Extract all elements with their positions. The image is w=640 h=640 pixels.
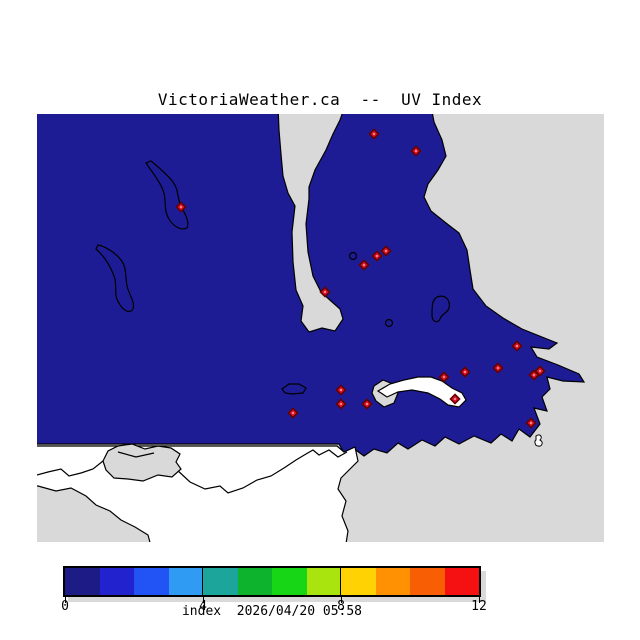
station-marker <box>525 417 537 429</box>
lake-outline-south <box>95 244 134 313</box>
colorbar-segment <box>99 568 134 595</box>
colorbar-segment <box>306 568 341 595</box>
station-marker <box>368 128 380 140</box>
colorbar-tick <box>479 595 480 603</box>
spit-channel-line <box>117 451 155 458</box>
station-marker <box>335 384 347 396</box>
colorbar-ticks: 0 4 8 12 <box>61 595 487 617</box>
colorbar-tick <box>341 595 342 603</box>
islet-outline-b <box>431 295 450 323</box>
colorbar-tick-label: 12 <box>471 599 487 614</box>
station-marker <box>335 398 347 410</box>
coastline-detail-east <box>175 449 348 494</box>
station-marker <box>319 286 331 298</box>
colorbar <box>63 566 481 597</box>
colorbar-segment <box>168 568 203 595</box>
station-marker <box>358 259 370 271</box>
station-marker <box>361 398 373 410</box>
colorbar-segment <box>375 568 410 595</box>
islet-outline-c <box>348 251 358 261</box>
colorbar-tick-label: 4 <box>199 599 207 614</box>
station-marker <box>534 365 546 377</box>
station-marker <box>449 393 461 405</box>
colorbar-tick <box>65 595 66 603</box>
page-title: VictoriaWeather.ca -- UV Index <box>157 90 483 109</box>
station-marker <box>410 145 422 157</box>
colorbar-segment <box>65 568 100 595</box>
colorbar-tick-label: 0 <box>61 599 69 614</box>
inlet-channel <box>277 114 344 333</box>
colorbar-segment <box>134 568 169 595</box>
colorbar-tick <box>202 595 204 603</box>
station-layer <box>175 128 546 429</box>
station-marker <box>492 362 504 374</box>
coastline-detail-west <box>37 460 104 477</box>
station-marker <box>287 407 299 419</box>
lake-outline-north <box>145 160 189 230</box>
station-marker <box>175 201 187 213</box>
station-marker <box>459 366 471 378</box>
colorbar-tick-label: 8 <box>337 599 345 614</box>
colorbar-caption: index 2026/04/20 05:58 <box>181 604 362 619</box>
colorbar-segment <box>202 568 238 595</box>
colorbar-segment <box>340 568 376 595</box>
station-marker <box>511 340 523 352</box>
islet-outline-d <box>384 318 394 328</box>
station-marker <box>371 250 383 262</box>
islet-outline-a <box>281 383 307 395</box>
station-marker <box>380 245 392 257</box>
station-marker <box>438 371 450 383</box>
gray-spit-island <box>102 443 182 482</box>
white-channel <box>376 376 467 408</box>
colorbar-segment <box>272 568 307 595</box>
tiny-island <box>534 434 543 447</box>
colorbar-segment <box>444 568 479 595</box>
colorbar-segment <box>410 568 445 595</box>
colorbar-segment <box>237 568 272 595</box>
